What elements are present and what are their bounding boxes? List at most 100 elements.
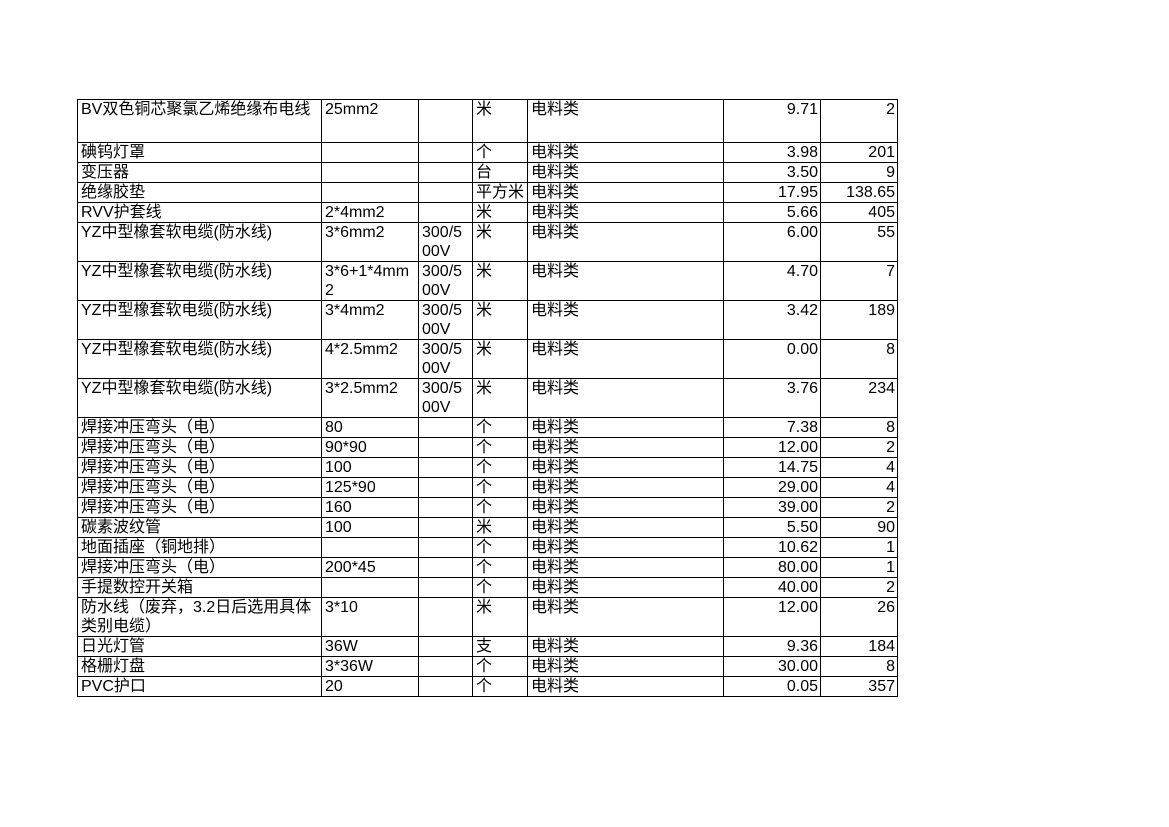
cell-material-name[interactable]: 格栅灯盘 xyxy=(77,656,322,677)
cell-material-name[interactable]: YZ中型橡套软电缆(防水线) xyxy=(77,339,322,379)
cell-unit[interactable]: 个 xyxy=(472,417,528,438)
cell-quantity[interactable]: 90 xyxy=(820,517,898,538)
cell-quantity[interactable]: 26 xyxy=(820,597,898,637)
cell-unit[interactable]: 个 xyxy=(472,557,528,578)
cell-quantity[interactable]: 357 xyxy=(820,676,898,697)
cell-category[interactable]: 电料类 xyxy=(527,142,724,163)
cell-spec[interactable]: 25mm2 xyxy=(321,99,419,143)
cell-price[interactable]: 17.95 xyxy=(723,182,821,203)
cell-unit[interactable]: 个 xyxy=(472,537,528,558)
cell-quantity[interactable]: 8 xyxy=(820,656,898,677)
cell-quantity[interactable]: 1 xyxy=(820,557,898,578)
cell-price[interactable]: 5.66 xyxy=(723,202,821,223)
cell-quantity[interactable]: 201 xyxy=(820,142,898,163)
cell-unit[interactable]: 个 xyxy=(472,577,528,598)
cell-quantity[interactable]: 2 xyxy=(820,437,898,458)
cell-category[interactable]: 电料类 xyxy=(527,99,724,143)
cell-voltage[interactable] xyxy=(418,182,473,203)
cell-voltage[interactable]: 300/500V xyxy=(418,222,473,262)
cell-unit[interactable]: 米 xyxy=(472,517,528,538)
cell-quantity[interactable]: 8 xyxy=(820,339,898,379)
cell-spec[interactable] xyxy=(321,537,419,558)
cell-quantity[interactable]: 189 xyxy=(820,300,898,340)
cell-voltage[interactable]: 300/500V xyxy=(418,300,473,340)
cell-spec[interactable]: 3*6+1*4mm2 xyxy=(321,261,419,301)
cell-price[interactable]: 30.00 xyxy=(723,656,821,677)
cell-material-name[interactable]: 地面插座（铜地排） xyxy=(77,537,322,558)
cell-material-name[interactable]: YZ中型橡套软电缆(防水线) xyxy=(77,261,322,301)
cell-voltage[interactable] xyxy=(418,597,473,637)
cell-material-name[interactable]: YZ中型橡套软电缆(防水线) xyxy=(77,378,322,418)
cell-voltage[interactable]: 300/500V xyxy=(418,339,473,379)
cell-spec[interactable] xyxy=(321,577,419,598)
cell-material-name[interactable]: YZ中型橡套软电缆(防水线) xyxy=(77,300,322,340)
cell-category[interactable]: 电料类 xyxy=(527,557,724,578)
cell-price[interactable]: 9.36 xyxy=(723,636,821,657)
cell-material-name[interactable]: 日光灯管 xyxy=(77,636,322,657)
cell-spec[interactable]: 3*10 xyxy=(321,597,419,637)
cell-price[interactable]: 39.00 xyxy=(723,497,821,518)
cell-material-name[interactable]: 防水线（废弃，3.2日后选用具体类别电缆） xyxy=(77,597,322,637)
cell-material-name[interactable]: YZ中型橡套软电缆(防水线) xyxy=(77,222,322,262)
cell-quantity[interactable]: 138.65 xyxy=(820,182,898,203)
cell-spec[interactable]: 80 xyxy=(321,417,419,438)
cell-voltage[interactable] xyxy=(418,477,473,498)
cell-price[interactable]: 3.50 xyxy=(723,162,821,183)
cell-spec[interactable]: 160 xyxy=(321,497,419,518)
cell-unit[interactable]: 个 xyxy=(472,457,528,478)
cell-unit[interactable]: 米 xyxy=(472,261,528,301)
cell-price[interactable]: 3.98 xyxy=(723,142,821,163)
cell-unit[interactable]: 米 xyxy=(472,222,528,262)
cell-quantity[interactable]: 2 xyxy=(820,577,898,598)
cell-spec[interactable]: 90*90 xyxy=(321,437,419,458)
cell-unit[interactable]: 个 xyxy=(472,656,528,677)
cell-spec[interactable]: 100 xyxy=(321,517,419,538)
cell-quantity[interactable]: 234 xyxy=(820,378,898,418)
cell-spec[interactable] xyxy=(321,182,419,203)
cell-unit[interactable]: 支 xyxy=(472,636,528,657)
cell-category[interactable]: 电料类 xyxy=(527,261,724,301)
cell-voltage[interactable] xyxy=(418,497,473,518)
cell-price[interactable]: 6.00 xyxy=(723,222,821,262)
cell-material-name[interactable]: 焊接冲压弯头（电） xyxy=(77,457,322,478)
cell-quantity[interactable]: 2 xyxy=(820,497,898,518)
cell-category[interactable]: 电料类 xyxy=(527,676,724,697)
cell-price[interactable]: 3.76 xyxy=(723,378,821,418)
cell-unit[interactable]: 台 xyxy=(472,162,528,183)
cell-spec[interactable]: 3*6mm2 xyxy=(321,222,419,262)
cell-price[interactable]: 9.71 xyxy=(723,99,821,143)
cell-category[interactable]: 电料类 xyxy=(527,300,724,340)
cell-voltage[interactable] xyxy=(418,202,473,223)
cell-unit[interactable]: 米 xyxy=(472,99,528,143)
cell-material-name[interactable]: 碘钨灯罩 xyxy=(77,142,322,163)
cell-category[interactable]: 电料类 xyxy=(527,378,724,418)
cell-unit[interactable]: 个 xyxy=(472,497,528,518)
cell-material-name[interactable]: 焊接冲压弯头（电） xyxy=(77,437,322,458)
cell-voltage[interactable] xyxy=(418,577,473,598)
cell-voltage[interactable] xyxy=(418,537,473,558)
cell-material-name[interactable]: 绝缘胶垫 xyxy=(77,182,322,203)
cell-voltage[interactable] xyxy=(418,557,473,578)
cell-quantity[interactable]: 4 xyxy=(820,477,898,498)
cell-unit[interactable]: 米 xyxy=(472,300,528,340)
cell-category[interactable]: 电料类 xyxy=(527,656,724,677)
cell-material-name[interactable]: 焊接冲压弯头（电） xyxy=(77,417,322,438)
cell-spec[interactable]: 3*36W xyxy=(321,656,419,677)
cell-price[interactable]: 7.38 xyxy=(723,417,821,438)
cell-quantity[interactable]: 2 xyxy=(820,99,898,143)
cell-voltage[interactable]: 300/500V xyxy=(418,378,473,418)
cell-price[interactable]: 40.00 xyxy=(723,577,821,598)
cell-voltage[interactable] xyxy=(418,437,473,458)
cell-spec[interactable]: 20 xyxy=(321,676,419,697)
cell-category[interactable]: 电料类 xyxy=(527,437,724,458)
cell-unit[interactable]: 米 xyxy=(472,202,528,223)
cell-spec[interactable]: 4*2.5mm2 xyxy=(321,339,419,379)
cell-category[interactable]: 电料类 xyxy=(527,537,724,558)
cell-price[interactable]: 4.70 xyxy=(723,261,821,301)
cell-quantity[interactable]: 9 xyxy=(820,162,898,183)
cell-unit[interactable]: 个 xyxy=(472,676,528,697)
cell-voltage[interactable] xyxy=(418,636,473,657)
cell-voltage[interactable] xyxy=(418,457,473,478)
cell-material-name[interactable]: 变压器 xyxy=(77,162,322,183)
cell-quantity[interactable]: 4 xyxy=(820,457,898,478)
